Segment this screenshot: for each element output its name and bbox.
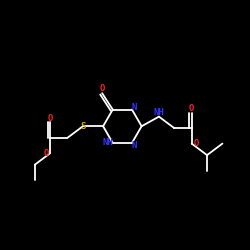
Text: O: O	[193, 139, 198, 148]
Text: NH: NH	[102, 138, 113, 147]
Text: O: O	[43, 149, 49, 158]
Text: O: O	[48, 114, 53, 123]
Text: NH: NH	[154, 108, 164, 117]
Text: N: N	[132, 103, 137, 112]
Text: O: O	[189, 104, 194, 113]
Text: O: O	[100, 84, 105, 94]
Text: S: S	[80, 122, 86, 131]
Text: N: N	[132, 141, 137, 150]
